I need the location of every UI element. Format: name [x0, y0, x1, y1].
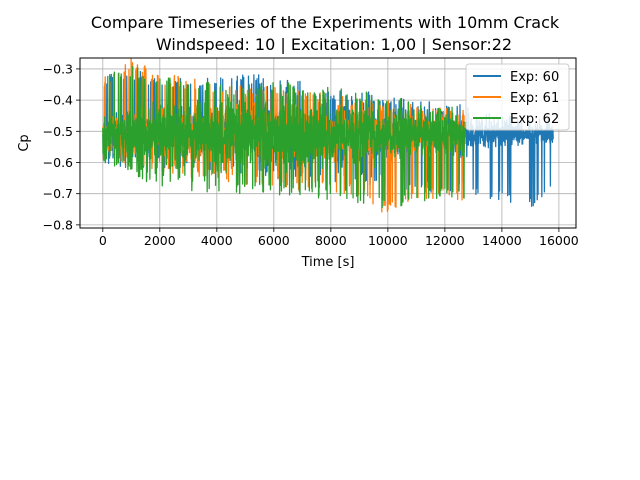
y-axis-label: Cp	[17, 134, 32, 151]
x-tick-label: 14000	[482, 233, 522, 248]
x-tick-label: 10000	[368, 233, 408, 248]
x-tick-label: 4000	[201, 233, 233, 248]
y-tick-label: −0.3	[43, 61, 73, 76]
x-tick-label: 12000	[425, 233, 465, 248]
chart-title-line-2: Windspeed: 10 | Excitation: 1,00 | Senso…	[156, 35, 512, 54]
y-tick-label: −0.7	[43, 186, 73, 201]
x-tick-label: 16000	[539, 233, 579, 248]
series-layer	[102, 58, 554, 213]
ticks: 0 2000 4000 6000 8000 10000 12000 14000 16000 −0.…	[43, 61, 579, 248]
chart-title-line-1: Compare Timeseries of the Experiments wi…	[91, 13, 560, 32]
x-tick-label: 6000	[258, 233, 290, 248]
y-tick-label: −0.8	[43, 217, 73, 232]
legend-label-exp-62: Exp: 62	[510, 112, 559, 127]
legend: Exp: 60 Exp: 61 Exp: 62	[465, 63, 570, 131]
y-tick-label: −0.5	[43, 124, 73, 139]
legend-label-exp-60: Exp: 60	[510, 70, 559, 85]
y-tick-label: −0.4	[43, 93, 73, 108]
y-tick-label: −0.6	[43, 155, 73, 170]
series-line-exp-62	[102, 65, 466, 209]
x-tick-label: 8000	[315, 233, 347, 248]
legend-box	[465, 63, 570, 131]
x-tick-label: 0	[99, 233, 107, 248]
plot-frame	[79, 57, 577, 229]
x-axis-label: Time [s]	[301, 255, 355, 270]
legend-label-exp-61: Exp: 61	[510, 91, 559, 106]
x-tick-label: 2000	[144, 233, 176, 248]
